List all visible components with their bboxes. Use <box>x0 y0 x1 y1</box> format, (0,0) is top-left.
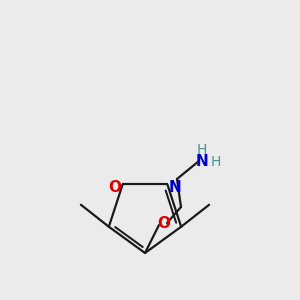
Text: N: N <box>169 180 182 195</box>
Text: O: O <box>158 215 170 230</box>
Text: H: H <box>211 155 221 169</box>
Text: O: O <box>108 180 121 195</box>
Text: H: H <box>197 143 207 157</box>
Text: N: N <box>196 154 208 169</box>
